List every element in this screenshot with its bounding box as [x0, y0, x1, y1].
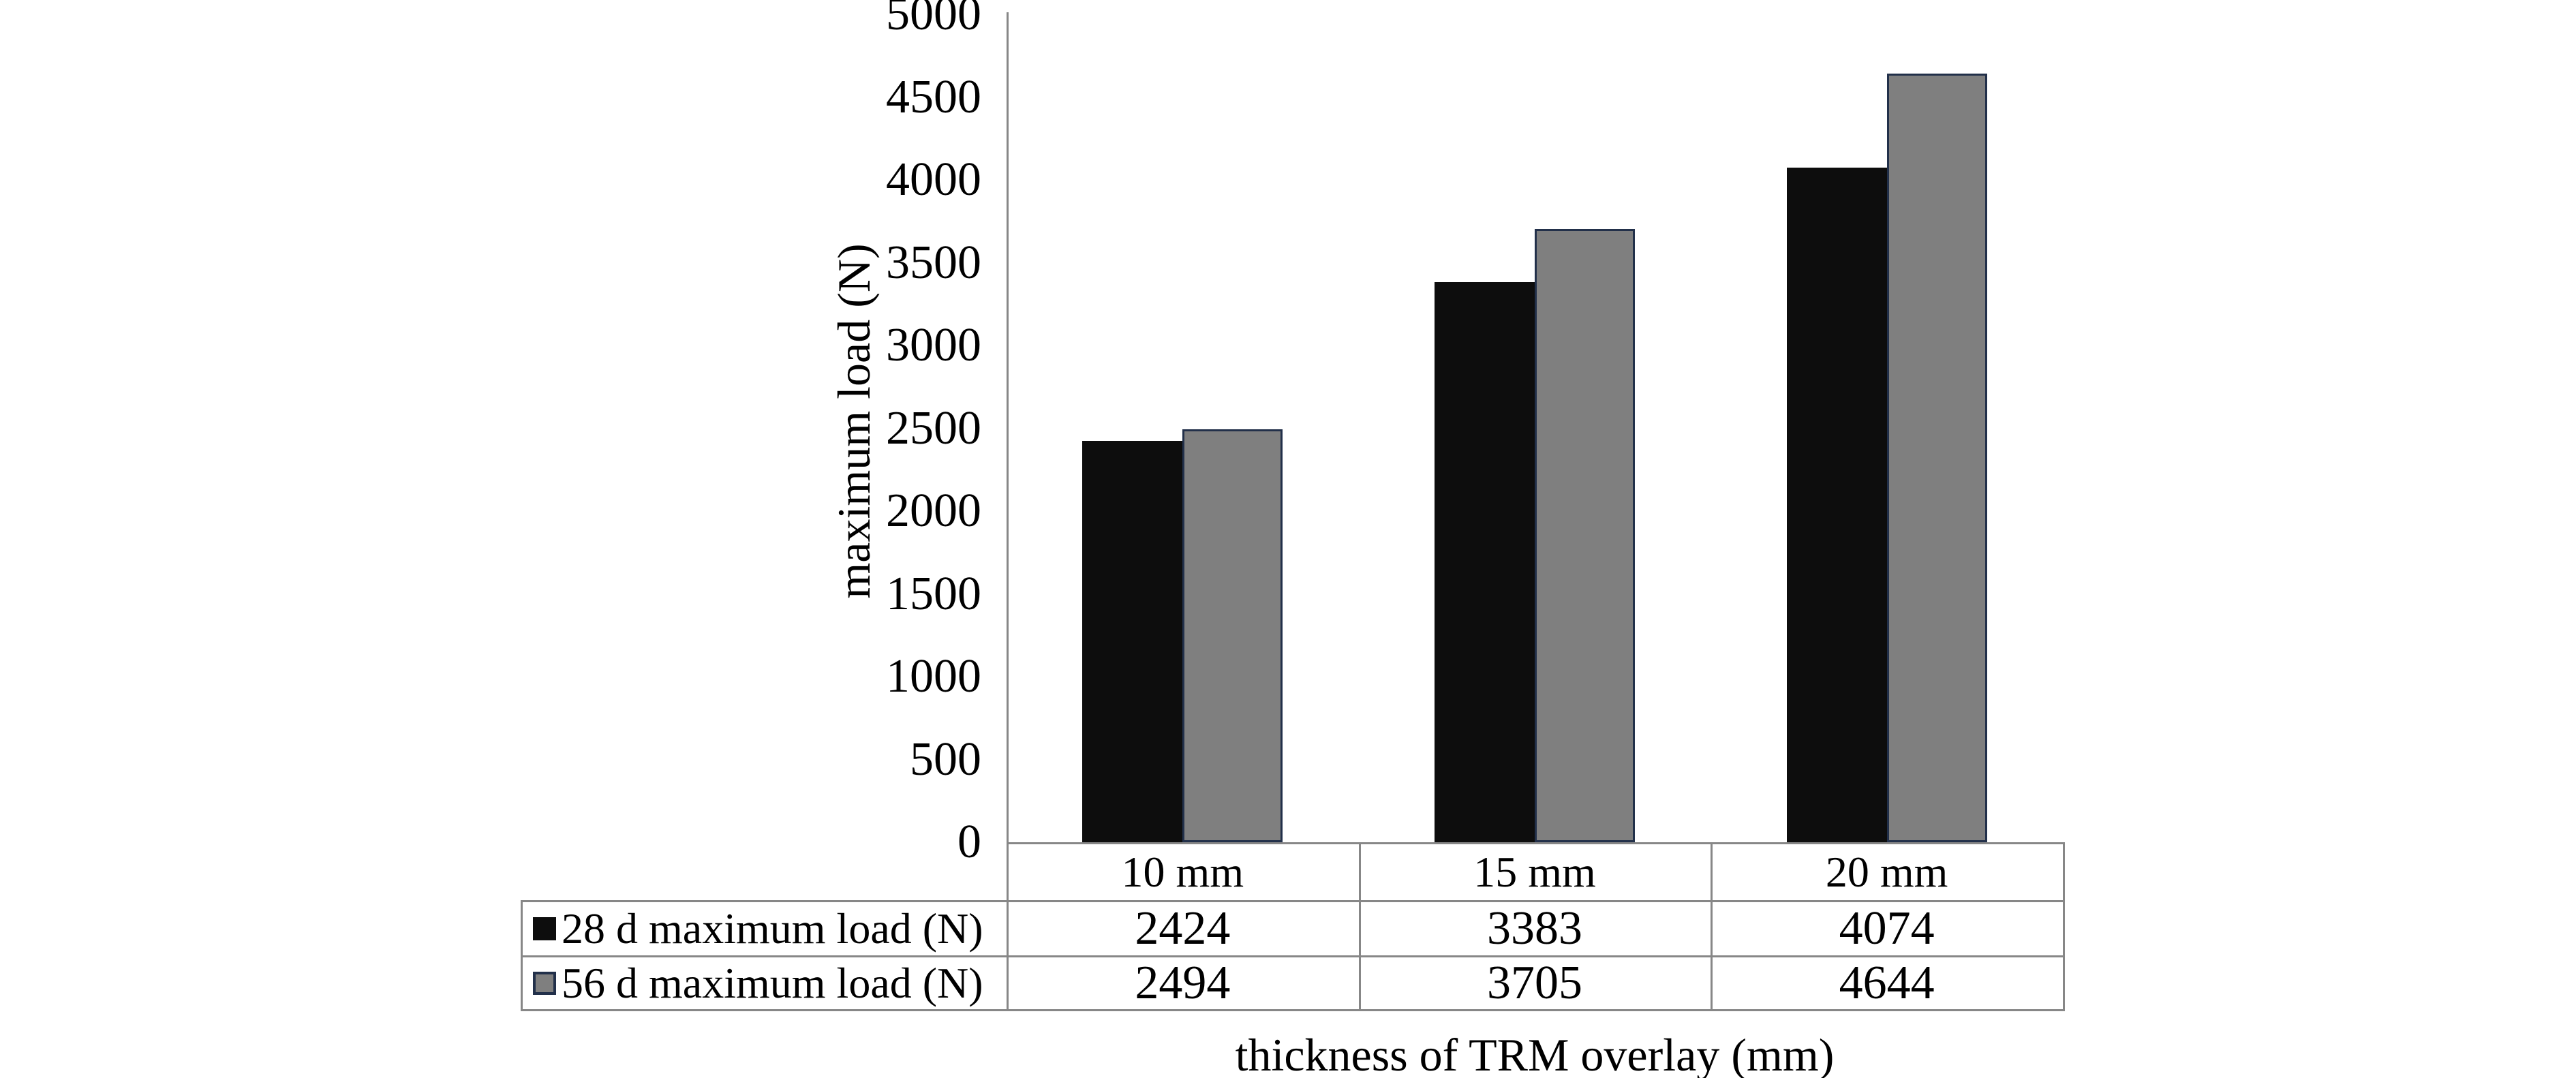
legend-label-series1: 28 d maximum load (N)	[562, 904, 983, 953]
y-tick-label-1500: 1500	[886, 567, 981, 620]
bar-series1-15mm	[1435, 281, 1535, 842]
y-tick-label-4500: 4500	[886, 70, 981, 123]
bar-series2-20mm	[1886, 73, 1987, 842]
legend-marker-series2	[533, 972, 556, 995]
bar-series1-20mm	[1786, 168, 1887, 842]
table-row-border-1	[521, 900, 2065, 902]
y-tick-label-2500: 2500	[886, 401, 981, 455]
table-value-cell-s1-c1: 2424	[1135, 902, 1231, 955]
y-axis-line	[1007, 12, 1009, 1011]
table-left-border	[521, 900, 523, 1011]
table-value-cell-s1-c2: 3383	[1486, 902, 1582, 955]
y-tick-label-5000: 5000	[886, 0, 981, 40]
table-column-border-2	[1711, 842, 1713, 1011]
bar-series2-15mm	[1535, 228, 1635, 842]
y-tick-label-3000: 3000	[886, 319, 981, 371]
y-tick-label-2000: 2000	[886, 484, 981, 537]
y-tick-label-500: 500	[910, 733, 981, 786]
table-value-cell-s2-c1: 2494	[1135, 957, 1231, 1009]
table-category-cell-10mm: 10 mm	[1121, 848, 1244, 896]
table-category-cell-15mm: 15 mm	[1473, 848, 1596, 896]
table-value-cell-s2-c2: 3705	[1486, 957, 1582, 1009]
y-tick-label-1000: 1000	[886, 650, 981, 703]
table-category-cell-20mm: 20 mm	[1825, 848, 1948, 896]
legend-marker-series1	[533, 917, 556, 940]
table-value-cell-s2-c3: 4644	[1839, 957, 1935, 1009]
y-tick-label-3500: 3500	[886, 236, 981, 289]
y-tick-label-0: 0	[957, 816, 981, 868]
y-tick-label-4000: 4000	[886, 153, 981, 206]
table-column-border-1	[1359, 842, 1361, 1011]
table-row-border-2	[521, 955, 2065, 957]
legend-cell-series2: 56 d maximum load (N)	[521, 956, 1007, 1011]
x-axis-title: thickness of TRM overlay (mm)	[1235, 1029, 1835, 1078]
bar-series2-10mm	[1182, 429, 1283, 842]
table-value-cell-s1-c3: 4074	[1839, 902, 1935, 955]
table-right-border	[2063, 842, 2065, 1011]
bar-series1-10mm	[1082, 440, 1183, 842]
table-bottom-border	[521, 1009, 2065, 1011]
x-axis-baseline	[1007, 842, 2065, 844]
legend-cell-series1: 28 d maximum load (N)	[521, 902, 1007, 956]
legend-label-series2: 56 d maximum load (N)	[562, 959, 983, 1007]
